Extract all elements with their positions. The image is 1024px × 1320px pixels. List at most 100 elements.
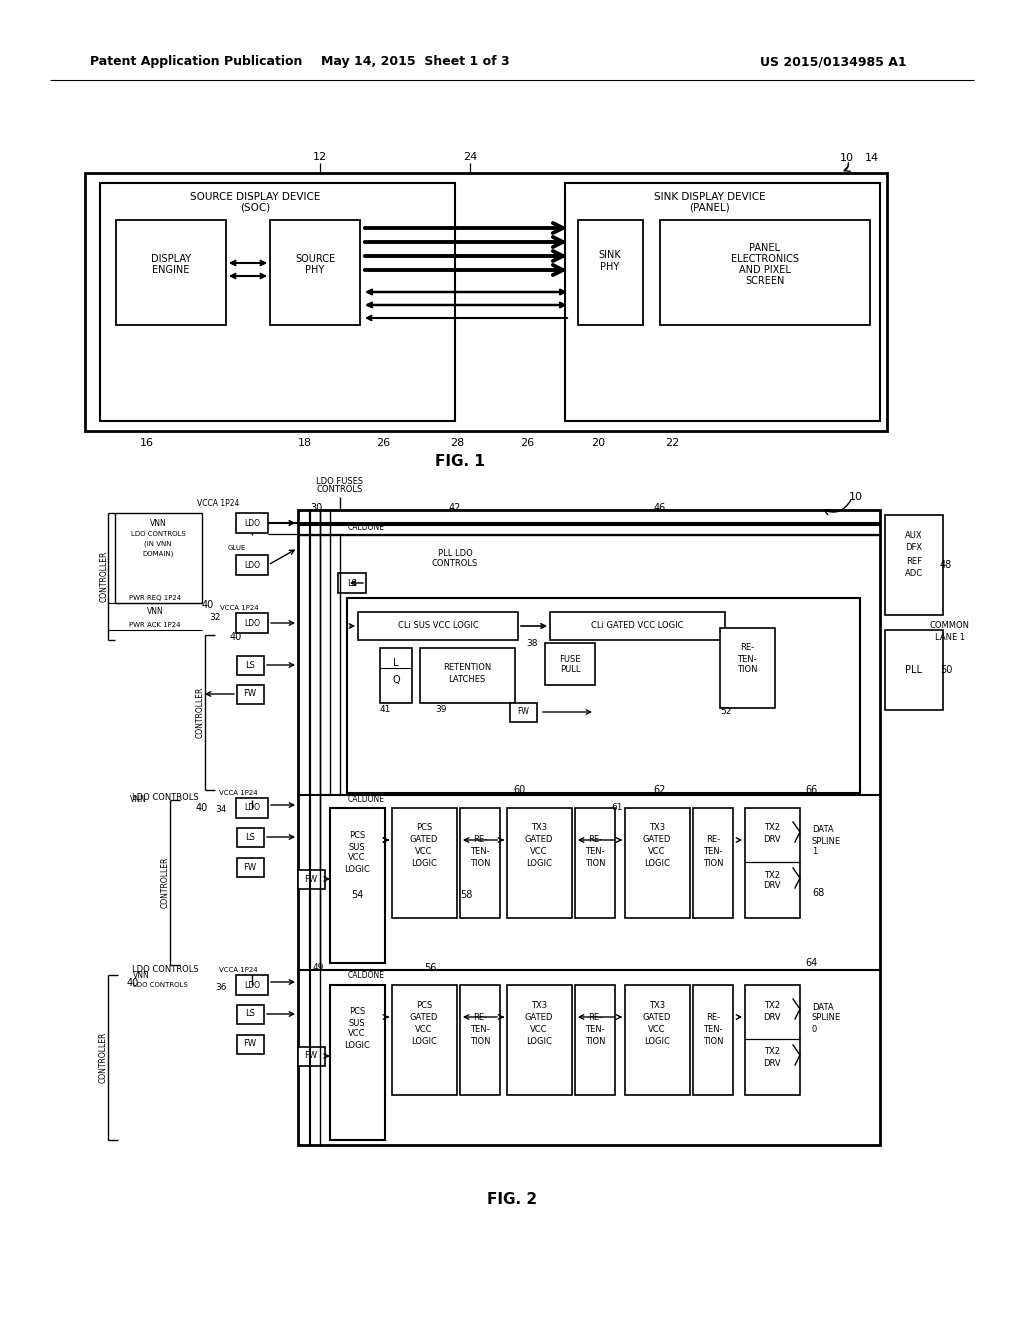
Text: FW: FW [244, 1040, 257, 1048]
Text: SUS: SUS [349, 842, 366, 851]
Text: 12: 12 [313, 152, 327, 162]
Text: CALDONE: CALDONE [348, 970, 385, 979]
Text: AND PIXEL: AND PIXEL [739, 265, 791, 275]
Text: TION: TION [470, 1036, 490, 1045]
Text: 66: 66 [806, 785, 818, 795]
Text: (SOC): (SOC) [240, 203, 270, 213]
Text: FW: FW [244, 862, 257, 871]
Text: TION: TION [585, 859, 605, 869]
Text: DRV: DRV [763, 882, 781, 891]
Text: TEN-: TEN- [737, 655, 757, 664]
Text: RE-: RE- [588, 836, 602, 845]
Text: 54: 54 [351, 890, 364, 900]
Text: VNN: VNN [133, 970, 150, 979]
Text: GATED: GATED [525, 836, 553, 845]
Text: 36: 36 [215, 982, 226, 991]
Text: GATED: GATED [410, 836, 438, 845]
Bar [116, 220, 226, 325]
Bar [236, 513, 268, 533]
Text: 1: 1 [812, 847, 817, 857]
Text: LDO: LDO [244, 804, 260, 813]
Text: CONTROLLER: CONTROLLER [161, 857, 170, 908]
Text: TION: TION [585, 1036, 605, 1045]
Text: TION: TION [702, 1036, 723, 1045]
Bar [392, 808, 457, 917]
Text: GATED: GATED [525, 1012, 553, 1022]
Bar [578, 220, 643, 325]
Text: TION: TION [470, 859, 490, 869]
Text: 41: 41 [380, 705, 391, 714]
Text: VCC: VCC [348, 1030, 366, 1039]
Text: COMMON: COMMON [930, 620, 970, 630]
Bar [565, 183, 880, 421]
Text: FIG. 2: FIG. 2 [487, 1192, 537, 1208]
Text: VCC: VCC [648, 847, 666, 857]
Text: 42: 42 [449, 503, 461, 513]
Text: SOURCE: SOURCE [295, 253, 335, 264]
Text: FW: FW [517, 708, 529, 717]
Bar [237, 1035, 264, 1053]
Text: 61: 61 [611, 804, 623, 813]
Bar [545, 643, 595, 685]
Bar [392, 985, 457, 1096]
Text: TX2: TX2 [764, 1048, 780, 1056]
Text: TEN-: TEN- [703, 1024, 723, 1034]
Text: CLi GATED VCC LOGIC: CLi GATED VCC LOGIC [591, 622, 683, 631]
Text: GLUE: GLUE [227, 545, 246, 550]
Text: GATED: GATED [643, 836, 671, 845]
Bar [575, 985, 615, 1096]
Text: TX2: TX2 [764, 1001, 780, 1010]
Text: CONTROLLER: CONTROLLER [99, 550, 109, 602]
Text: RE-: RE- [740, 644, 754, 652]
Text: GATED: GATED [410, 1012, 438, 1022]
Text: LDO CONTROLS: LDO CONTROLS [132, 793, 199, 803]
Text: 52: 52 [720, 708, 731, 717]
Text: 48: 48 [940, 560, 952, 570]
Bar [236, 612, 268, 634]
Text: SCREEN: SCREEN [745, 276, 784, 286]
Bar [237, 858, 264, 876]
Text: LDO: LDO [244, 519, 260, 528]
Text: TX3: TX3 [649, 824, 665, 833]
Text: SPLINE: SPLINE [812, 837, 841, 846]
Text: 60: 60 [514, 785, 526, 795]
Text: 26: 26 [376, 438, 390, 447]
Bar [330, 808, 385, 964]
Text: (PANEL): (PANEL) [689, 203, 730, 213]
Text: GATED: GATED [643, 1012, 671, 1022]
Text: VCCA 1P24: VCCA 1P24 [220, 605, 259, 611]
Text: TX2: TX2 [764, 870, 780, 879]
Bar [236, 975, 268, 995]
Text: LOGIC: LOGIC [411, 859, 437, 869]
Text: 39: 39 [435, 705, 446, 714]
Bar [298, 510, 880, 1144]
Text: LDO FUSES: LDO FUSES [316, 477, 364, 486]
Text: 22: 22 [665, 438, 679, 447]
Text: VCCA 1P24: VCCA 1P24 [219, 968, 258, 973]
Text: ADC: ADC [905, 569, 923, 578]
Text: VCCA 1P24: VCCA 1P24 [197, 499, 240, 507]
Bar [420, 648, 515, 704]
Text: 49: 49 [312, 962, 324, 972]
Text: SOURCE DISPLAY DEVICE: SOURCE DISPLAY DEVICE [189, 191, 321, 202]
Text: 40: 40 [196, 803, 208, 813]
Text: VCC: VCC [348, 854, 366, 862]
Text: 24: 24 [463, 152, 477, 162]
Text: DRV: DRV [763, 836, 781, 845]
Text: 40: 40 [230, 632, 243, 642]
Text: TION: TION [702, 859, 723, 869]
Text: LS: LS [245, 833, 255, 842]
Text: TX3: TX3 [530, 1001, 547, 1010]
Bar [745, 985, 800, 1096]
Text: 56: 56 [424, 964, 436, 973]
Text: RE-: RE- [473, 836, 487, 845]
Text: LANE 1: LANE 1 [935, 632, 965, 642]
Text: VCC: VCC [416, 1024, 433, 1034]
Text: PCS: PCS [416, 824, 432, 833]
Bar [236, 799, 268, 818]
Bar [745, 808, 800, 917]
Bar [510, 704, 537, 722]
Text: LDO: LDO [244, 561, 260, 569]
Bar [100, 183, 455, 421]
Text: DISPLAY: DISPLAY [151, 253, 191, 264]
